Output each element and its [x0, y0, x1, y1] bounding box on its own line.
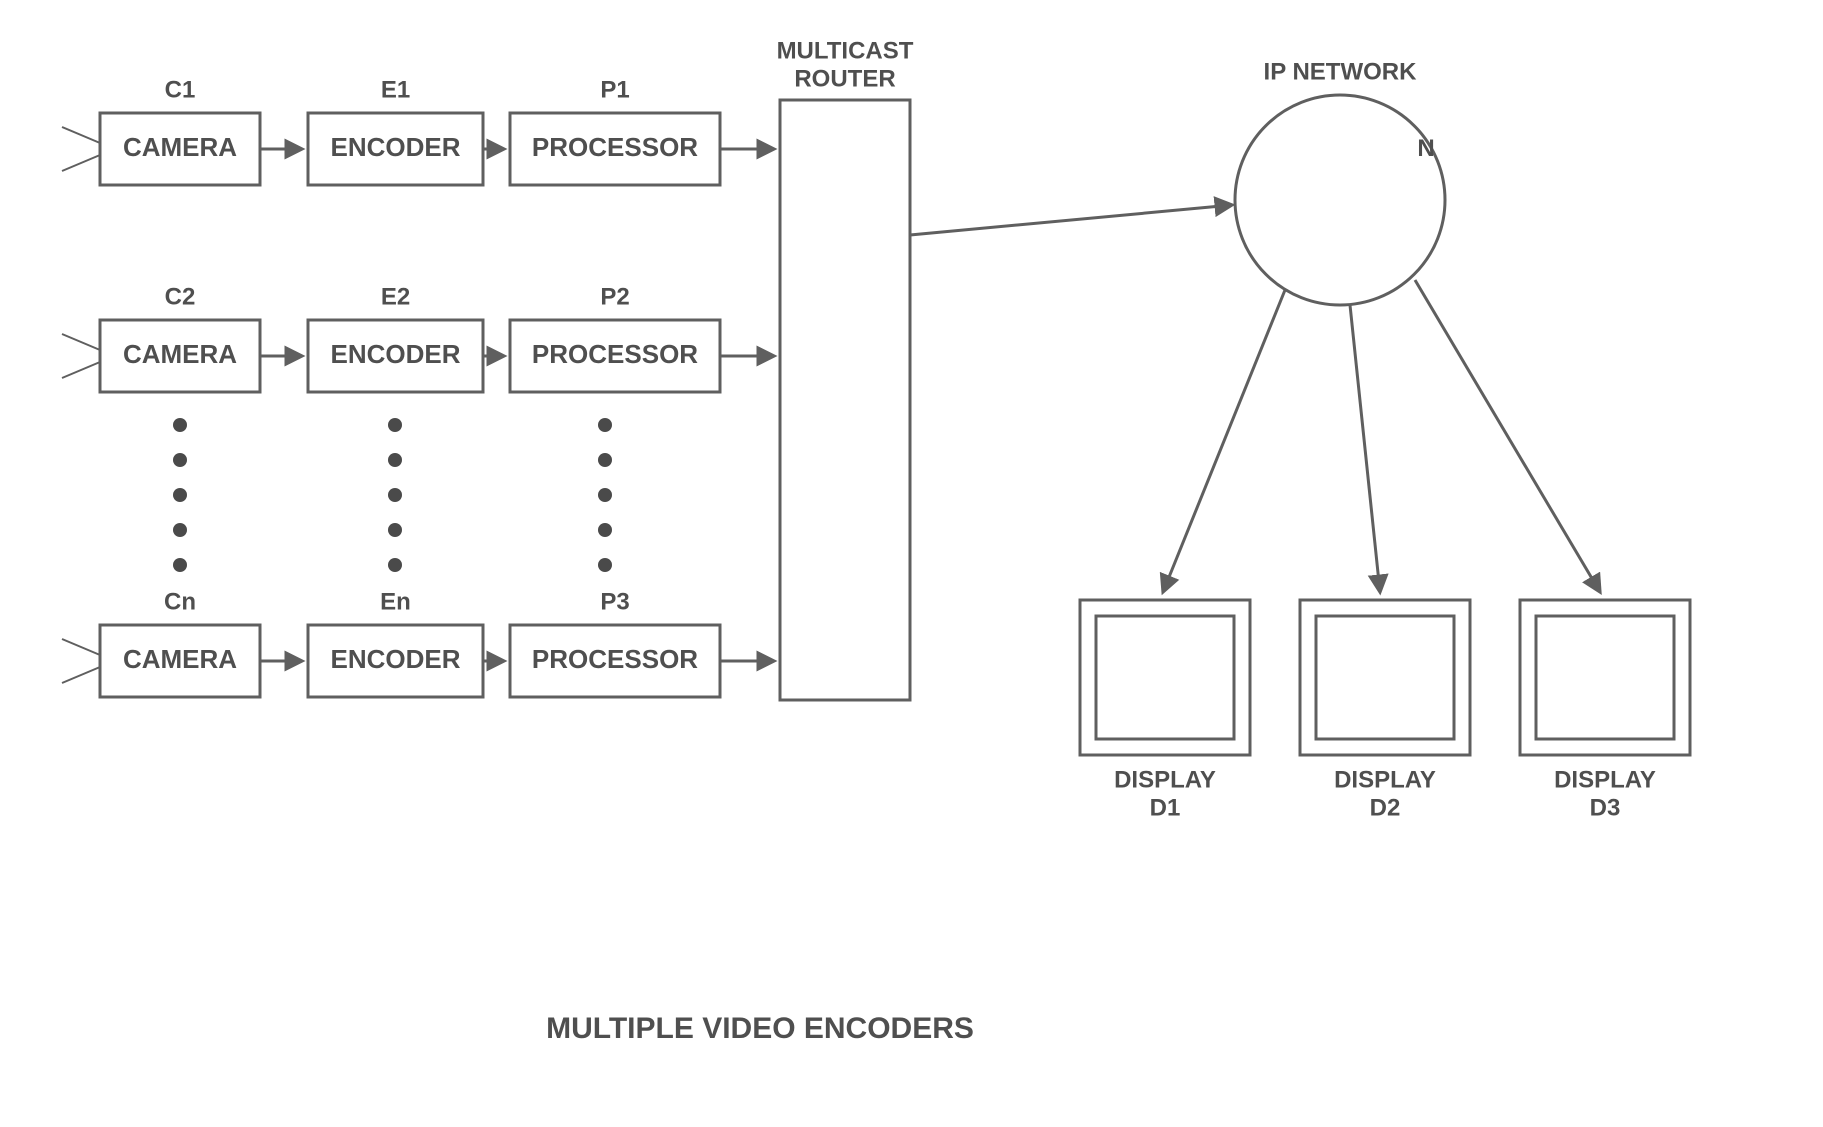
processor-label: PROCESSOR — [532, 339, 698, 369]
arrow-network-display — [1415, 280, 1600, 592]
ellipsis-dot — [173, 488, 187, 502]
display-outer-box — [1080, 600, 1250, 755]
ellipsis-dot — [388, 488, 402, 502]
encoder-label: ENCODER — [330, 132, 460, 162]
ellipsis-dot — [173, 453, 187, 467]
camera-lens-line — [62, 362, 100, 378]
arrow-network-display — [1163, 290, 1285, 592]
diagram-title: MULTIPLE VIDEO ENCODERS — [546, 1012, 974, 1045]
router-top-label-2: ROUTER — [794, 65, 895, 92]
ellipsis-dot — [388, 453, 402, 467]
display-inner-box — [1536, 616, 1674, 739]
encoder-top-label: En — [380, 588, 411, 615]
camera-lens-line — [62, 334, 100, 350]
display-inner-box — [1096, 616, 1234, 739]
display-id-label: D2 — [1370, 794, 1401, 821]
display-label: DISPLAY — [1114, 766, 1216, 793]
ellipsis-dot — [388, 418, 402, 432]
processor-top-label: P1 — [600, 76, 629, 103]
ellipsis-dot — [173, 418, 187, 432]
camera-label: CAMERA — [123, 132, 237, 162]
camera-label: CAMERA — [123, 644, 237, 674]
ellipsis-dot — [173, 558, 187, 572]
processor-label: PROCESSOR — [532, 644, 698, 674]
ip-network-circle — [1235, 95, 1445, 305]
ellipsis-dot — [598, 453, 612, 467]
camera-lens-line — [62, 667, 100, 683]
display-inner-box — [1316, 616, 1454, 739]
ellipsis-dot — [598, 523, 612, 537]
camera-lens-line — [62, 639, 100, 655]
encoder-top-label: E2 — [381, 283, 410, 310]
ellipsis-dot — [173, 523, 187, 537]
ellipsis-dot — [598, 418, 612, 432]
camera-top-label: Cn — [164, 588, 196, 615]
ip-network-top-label: IP NETWORK — [1264, 58, 1418, 85]
processor-top-label: P3 — [600, 588, 629, 615]
multicast-router-box — [780, 100, 910, 700]
encoder-label: ENCODER — [330, 339, 460, 369]
display-label: DISPLAY — [1554, 766, 1656, 793]
encoder-label: ENCODER — [330, 644, 460, 674]
display-outer-box — [1300, 600, 1470, 755]
display-id-label: D1 — [1150, 794, 1181, 821]
encoder-top-label: E1 — [381, 76, 410, 103]
camera-lens-line — [62, 155, 100, 171]
processor-top-label: P2 — [600, 283, 629, 310]
ellipsis-dot — [598, 558, 612, 572]
display-label: DISPLAY — [1334, 766, 1436, 793]
camera-top-label: C2 — [165, 283, 196, 310]
processor-label: PROCESSOR — [532, 132, 698, 162]
display-id-label: D3 — [1590, 794, 1621, 821]
camera-label: CAMERA — [123, 339, 237, 369]
router-top-label-1: MULTICAST — [777, 37, 914, 64]
arrow-network-display — [1350, 305, 1380, 592]
arrow-router-network — [910, 205, 1232, 235]
display-outer-box — [1520, 600, 1690, 755]
camera-lens-line — [62, 127, 100, 143]
ellipsis-dot — [388, 558, 402, 572]
ip-network-n-label: N — [1417, 135, 1434, 162]
ellipsis-dot — [388, 523, 402, 537]
camera-top-label: C1 — [165, 76, 196, 103]
ellipsis-dot — [598, 488, 612, 502]
